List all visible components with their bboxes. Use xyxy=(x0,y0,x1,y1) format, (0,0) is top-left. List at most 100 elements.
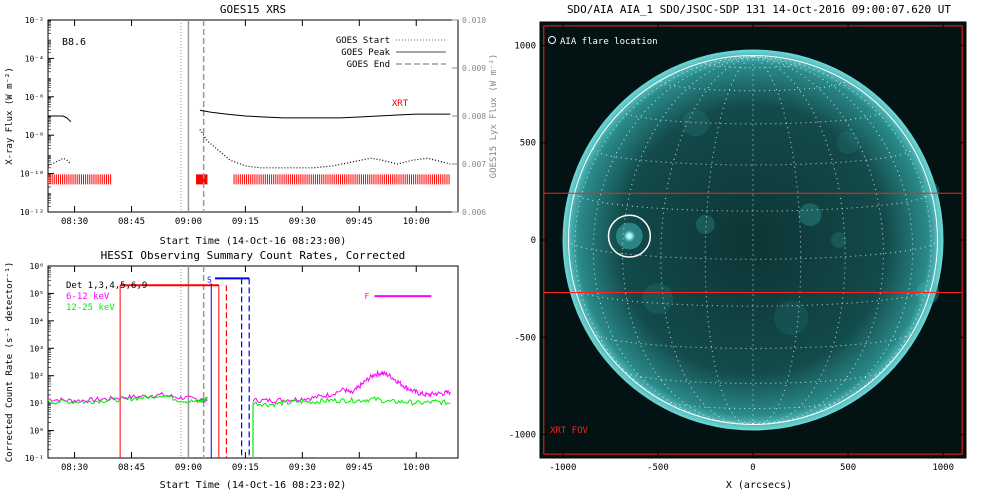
hessi-legend-label: 6-12 keV xyxy=(66,292,110,302)
hessi-marker-lines: SF xyxy=(119,266,432,458)
goes-y-right-tick-label: 0.006 xyxy=(462,208,486,217)
hessi-y-tick-label: 10¹ xyxy=(30,399,44,408)
hessi-y-tick-label: 10⁵ xyxy=(30,289,44,298)
hessi-f-flag-label: F xyxy=(364,292,369,301)
aia-x-tick-label: 1000 xyxy=(932,463,954,473)
goes-series-line xyxy=(48,115,72,123)
goes-x-axis: 08:30 08:45 09:00 09:15 09:30 09:45 10:00 xyxy=(61,20,430,227)
hessi-series-line xyxy=(252,395,451,408)
goes-series-line xyxy=(48,157,72,167)
goes-title: GOES15 XRS xyxy=(220,3,286,16)
hessi-x-tick-label: 10:00 xyxy=(403,463,430,473)
goes-x-tick-label: 09:00 xyxy=(175,217,202,227)
hessi-x-tick-label: 09:45 xyxy=(346,463,373,473)
goes-legend-label: GOES Peak xyxy=(341,48,390,58)
hessi-y-axis: 10⁻¹ 10⁰ 10¹ 10² 10³ 10⁴ 10⁵ 10⁶ xyxy=(25,262,54,463)
goes-y-tick-label: 10⁻⁶ xyxy=(25,93,44,102)
aia-flare-legend: AIA flare location xyxy=(548,36,658,47)
hessi-legend-label: Det 1,3,4,5,6,9 xyxy=(66,281,147,291)
active-region-blob xyxy=(682,109,710,137)
latitude-line xyxy=(574,287,932,307)
hessi-y-tick-label: 10² xyxy=(30,372,44,381)
aia-x-axis: -1000 -500 0 500 1000 xyxy=(549,22,954,473)
xrt-fov-label: XRT FOV xyxy=(550,426,589,436)
hessi-y-label: Corrected Count Rate (s⁻¹ detector⁻¹) xyxy=(5,262,15,462)
hessi-y-tick-label: 10⁴ xyxy=(30,317,44,326)
hessi-x-tick-label: 09:30 xyxy=(289,463,316,473)
goes-xrs-panel: GOES15 XRS 10⁻¹² 10⁻¹⁰ 10⁻⁸ 10⁻⁶ 10⁻⁴ 10⁻² 0.… xyxy=(5,3,499,247)
latitude-line xyxy=(574,192,932,212)
active-region-blob xyxy=(830,232,847,248)
goes-x-tick-label: 08:30 xyxy=(61,217,88,227)
aia-image-panel: SDO/AIA AIA_1 SDO/JSOC-SDP 131 14-Oct-20… xyxy=(509,3,967,491)
goes-flare-class: B8.6 xyxy=(62,37,86,48)
flare-legend-marker xyxy=(548,36,556,44)
aia-y-tick-label: -1000 xyxy=(509,431,536,441)
aia-y-axis: -1000 -500 0 500 1000 xyxy=(509,41,966,441)
goes-legend-label: GOES End xyxy=(347,60,390,70)
goes-legend-label: GOES Start xyxy=(336,36,390,46)
active-region-blob xyxy=(836,131,860,155)
goes-y-tick-label: 10⁻⁸ xyxy=(25,131,44,140)
aia-title: SDO/AIA AIA_1 SDO/JSOC-SDP 131 14-Oct-20… xyxy=(567,3,951,16)
goes-y-label: X-ray Flux (W m⁻²) xyxy=(5,67,15,165)
hessi-s-flag-label: S xyxy=(207,275,212,284)
hessi-y-tick-label: 10⁻¹ xyxy=(25,454,44,463)
goes-event-lines xyxy=(180,20,205,212)
goes-x-tick-label: 09:30 xyxy=(289,217,316,227)
aia-x-label: X (arcsecs) xyxy=(726,480,792,491)
hessi-y-tick-label: 10⁰ xyxy=(30,427,44,436)
longitude-line xyxy=(752,56,884,425)
longitude-line xyxy=(622,56,754,425)
hessi-x-tick-label: 09:15 xyxy=(232,463,259,473)
goes-y-axis-right: 0.006 0.007 0.008 0.009 0.010 xyxy=(452,16,486,217)
active-region-blob xyxy=(695,214,715,234)
hessi-legend-label: 12-25 keV xyxy=(66,303,115,313)
goes-x-tick-label: 10:00 xyxy=(403,217,430,227)
goes-xrt-label: XRT xyxy=(392,99,409,109)
red-band-lines xyxy=(543,192,963,294)
active-region-blob xyxy=(798,203,822,227)
hessi-x-tick-label: 08:30 xyxy=(61,463,88,473)
aia-x-tick-label: -500 xyxy=(647,463,669,473)
goes-y-tick-label: 10⁻² xyxy=(25,16,44,25)
goes-y-axis: 10⁻¹² 10⁻¹⁰ 10⁻⁸ 10⁻⁶ 10⁻⁴ 10⁻² xyxy=(20,16,54,217)
goes-y-right-tick-label: 0.007 xyxy=(462,160,486,169)
goes-x-tick-label: 08:45 xyxy=(118,217,145,227)
active-region-blob xyxy=(773,300,809,335)
active-region-blob xyxy=(642,283,674,314)
aia-x-tick-label: -1000 xyxy=(549,463,576,473)
hessi-series xyxy=(48,369,451,458)
goes-coverage-block xyxy=(196,174,208,185)
hessi-x-label: Start Time (14-Oct-16 08:23:02) xyxy=(160,480,347,491)
goes-y-tick-label: 10⁻⁴ xyxy=(25,54,44,63)
flare-location-circle xyxy=(607,214,652,258)
aia-x-tick-label: 500 xyxy=(840,463,856,473)
goes-x-tick-label: 09:45 xyxy=(346,217,373,227)
hessi-y-tick-label: 10³ xyxy=(30,344,44,353)
goes-x-label: Start Time (14-Oct-16 08:23:00) xyxy=(160,236,347,247)
longitude-line xyxy=(752,56,846,425)
goes-series xyxy=(48,109,451,169)
goes-y-label-right: GOES15 Lyx Flux (W m⁻²) xyxy=(489,54,499,179)
hessi-x-tick-label: 09:00 xyxy=(175,463,202,473)
goes-y-tick-label: 10⁻¹² xyxy=(20,208,44,217)
hessi-x-axis: 08:30 08:45 09:00 09:15 09:30 09:45 10:00 xyxy=(61,266,430,473)
flare-legend-label: AIA flare location xyxy=(560,37,658,47)
aia-x-tick-label: 0 xyxy=(750,463,755,473)
aia-y-tick-label: 1000 xyxy=(514,41,536,51)
goes-y-right-tick-label: 0.010 xyxy=(462,16,486,25)
aia-y-tick-label: 0 xyxy=(531,236,536,246)
goes-series-line xyxy=(199,109,451,119)
goes-series-line xyxy=(199,129,451,169)
goes-y-tick-label: 10⁻¹⁰ xyxy=(20,170,44,179)
goes-y-right-tick-label: 0.008 xyxy=(462,112,486,121)
hessi-y-tick-label: 10⁶ xyxy=(30,262,44,271)
solar-limb xyxy=(568,55,938,425)
hessi-panel: HESSI Observing Summary Count Rates, Cor… xyxy=(5,249,459,491)
goes-legend: GOES Start GOES Peak GOES End xyxy=(336,36,446,70)
hessi-series-line xyxy=(48,394,208,405)
longitude-line xyxy=(660,56,754,425)
